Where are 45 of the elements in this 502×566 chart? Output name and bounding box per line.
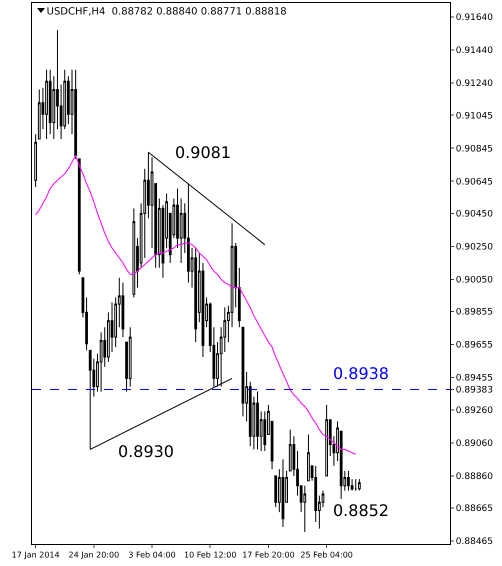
y-tick-label: 0.91240 (456, 79, 494, 90)
candlestick (194, 247, 198, 343)
ref-line-label: 0.8938 (333, 364, 389, 383)
x-tick-label: 10 Feb 12:00 (184, 550, 236, 560)
candlestick (303, 485, 306, 532)
x-tick-label: 24 Jan 20:00 (68, 550, 120, 560)
candlestick (74, 69, 78, 160)
y-tick-label: 0.88860 (456, 472, 494, 482)
y-tick-label: 0.90645 (456, 177, 494, 188)
candlestick (354, 478, 358, 492)
y-tick-label: 0.89260 (456, 406, 494, 416)
chart-title: USDCHF,H4 0.88782 0.88840 0.88771 0.88818 (46, 6, 287, 18)
candlestick (38, 89, 41, 140)
y-tick-label: 0.91440 (456, 46, 494, 56)
candlestick (347, 470, 350, 492)
candlestick (132, 208, 136, 298)
y-tick-label: 0.88465 (456, 537, 494, 548)
candlestick (256, 391, 259, 450)
y-tick-label: 0.89855 (456, 308, 494, 318)
candlestick (48, 69, 52, 135)
candlestick (45, 69, 48, 140)
x-tick-label: 25 Feb 04:00 (300, 550, 353, 560)
annotation: 0.9081 (175, 143, 231, 162)
annotation: 0.8852 (333, 501, 389, 520)
candlestick (358, 478, 361, 492)
y-tick-label: 0.90050 (456, 276, 494, 286)
y-tick-label: 0.90450 (456, 209, 494, 220)
x-tick-label: 17 Feb 20:00 (242, 550, 295, 560)
y-tick-label: 0.90250 (456, 242, 494, 252)
candlestick (282, 458, 284, 528)
y-tick-label: 0.89655 (456, 340, 494, 351)
y-tick-label: 0.89383 (456, 386, 494, 396)
x-tick-label: 17 Jan 2014 (12, 550, 60, 560)
y-tick-label: 0.89060 (456, 438, 494, 449)
candlestick (34, 134, 38, 188)
y-tick-label: 0.88665 (456, 504, 494, 514)
candlestick (128, 326, 132, 388)
y-tick-label: 0.89455 (456, 374, 494, 384)
y-tick-label: 0.91640 (456, 13, 494, 24)
y-tick-label: 0.91045 (456, 111, 494, 122)
candlestick (307, 434, 310, 482)
annotation: 0.8930 (118, 442, 174, 461)
candlestick (325, 404, 328, 476)
y-tick-label: 0.90845 (456, 144, 494, 154)
x-tick-label: 3 Feb 04:00 (128, 550, 176, 560)
